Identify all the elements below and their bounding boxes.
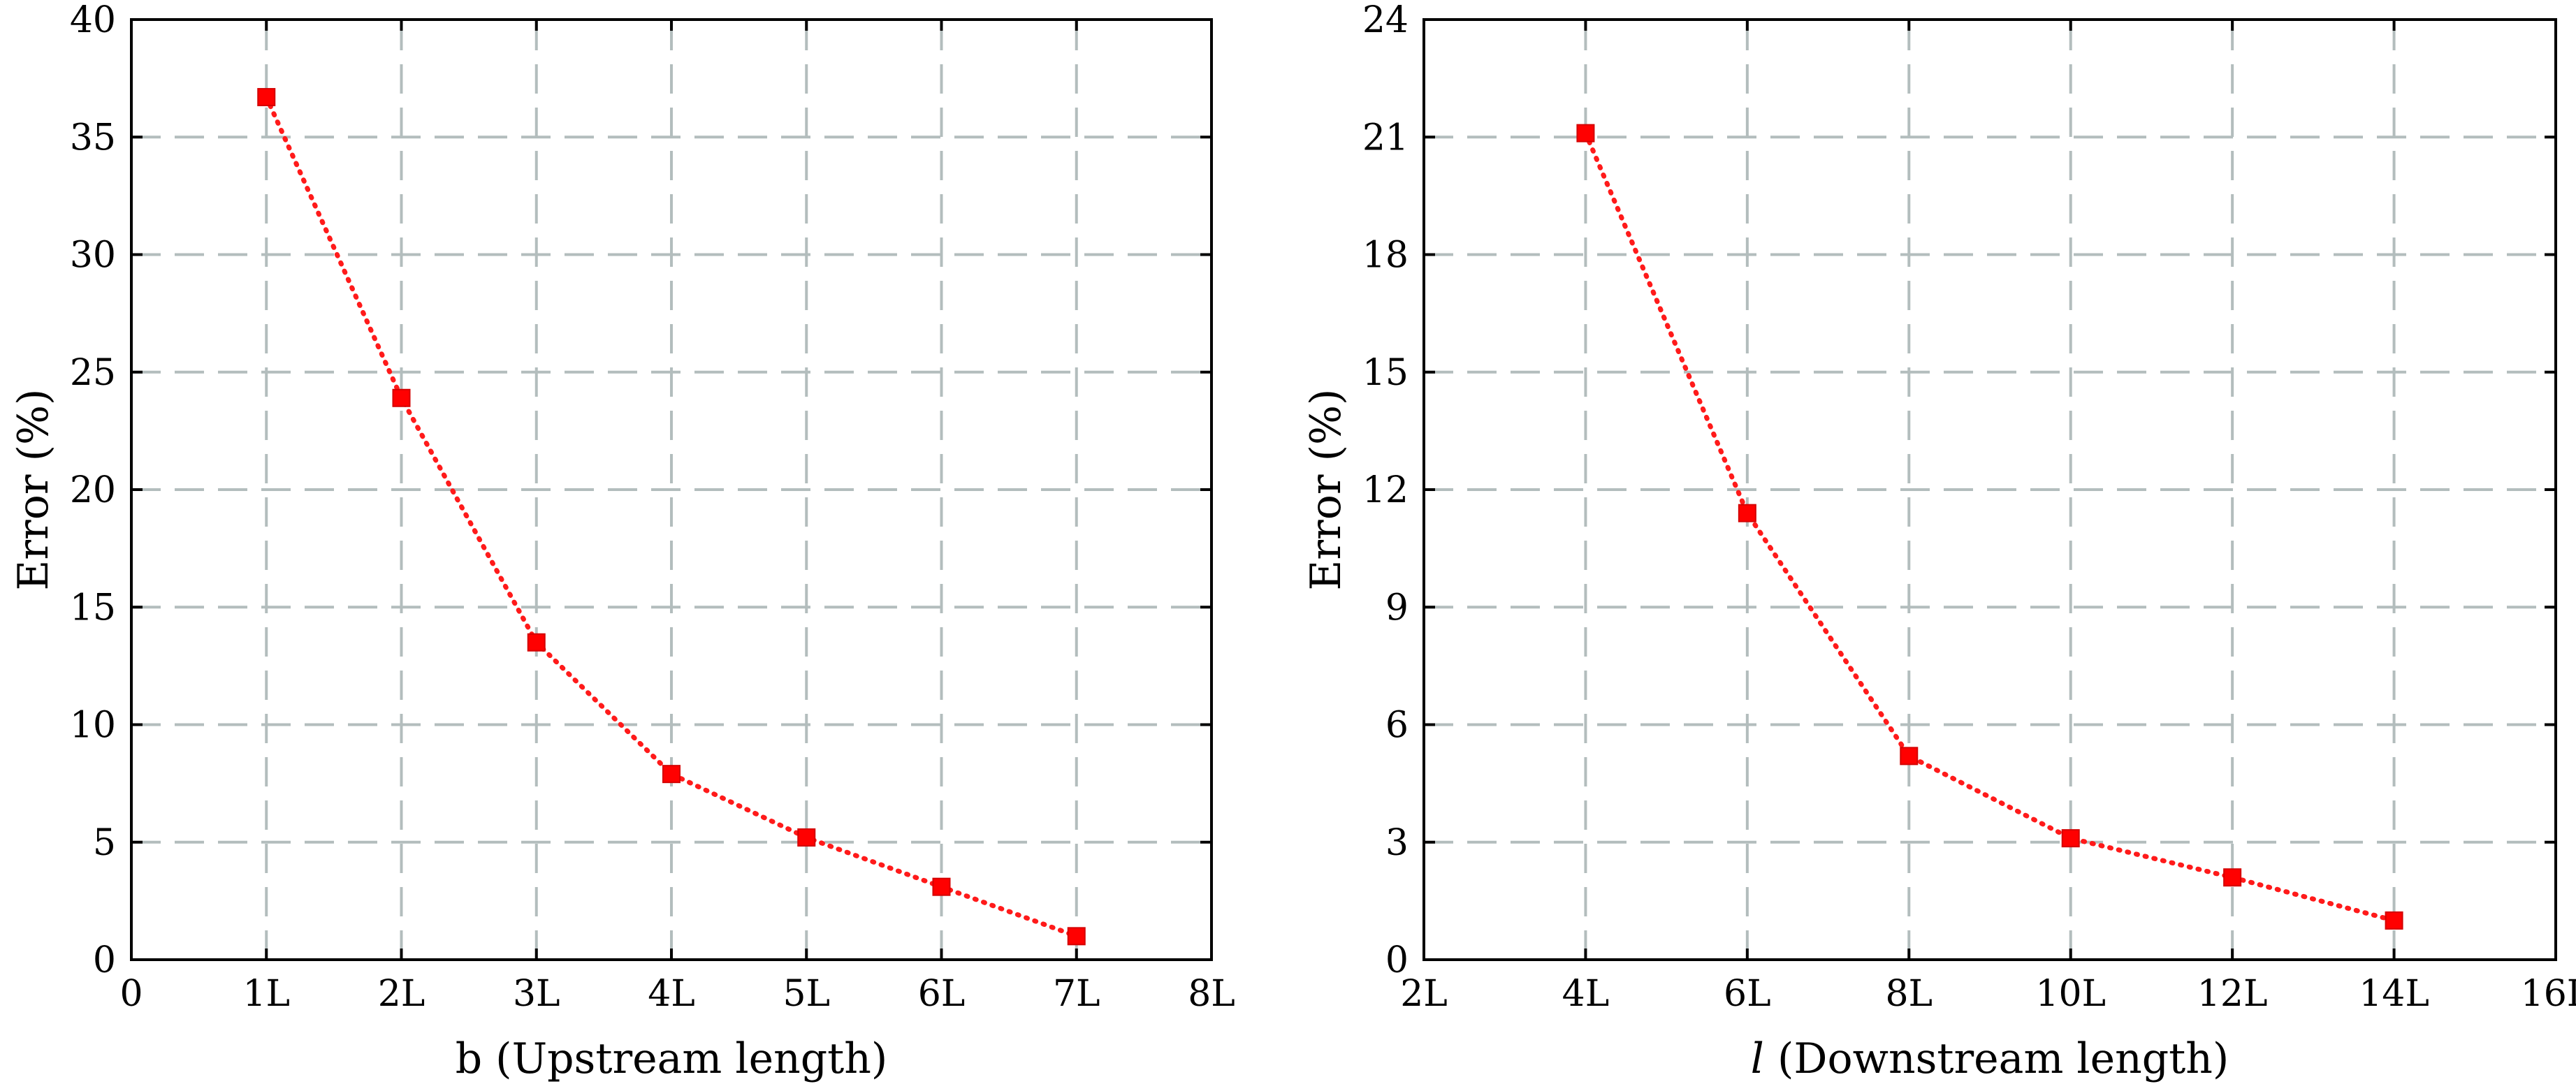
plot-frame-upstream — [130, 18, 1213, 961]
y-tick-label: 12 — [1362, 469, 1409, 511]
y-tick-label: 3 — [1385, 822, 1409, 864]
x-tick-label: 14L — [2359, 973, 2429, 1015]
x-tick-label: 2L — [1400, 973, 1448, 1015]
x-tick-label: 2L — [378, 973, 425, 1015]
data-point-marker — [1900, 747, 1919, 766]
data-point-marker — [527, 633, 546, 652]
y-tick-label: 24 — [1362, 0, 1409, 41]
chart-right-downstream: 2L 4L 6L 8L 10L 12L 14L 16L 0 3 6 9 12 15 18 21 24 l (Dow… — [1302, 0, 2576, 1083]
y-tick-label: 0 — [93, 939, 116, 981]
y-tick-label: 35 — [70, 117, 116, 159]
data-point-marker — [1738, 504, 1756, 522]
y-tick-labels-downstream: 0 3 6 9 12 15 18 21 24 — [1362, 0, 1409, 981]
grid-downstream — [1424, 20, 2556, 960]
x-tick-label: 8L — [1188, 973, 1235, 1015]
data-point-marker — [1576, 124, 1595, 142]
data-point-marker — [2223, 868, 2242, 887]
plot-frame-downstream — [1422, 18, 2557, 961]
chart-left-upstream: 0 1L 2L 3L 4L 5L 6L 7L 8L 0 5 10 15 20 25 30 35 40 b (Upst… — [9, 0, 1235, 1083]
y-tick-label: 25 — [70, 352, 116, 394]
x-tick-labels-downstream: 2L 4L 6L 8L 10L 12L 14L 16L — [1400, 973, 2576, 1015]
data-point-marker — [797, 828, 816, 847]
data-point-marker — [662, 765, 681, 784]
y-tick-label: 15 — [70, 587, 116, 629]
y-tick-label: 20 — [70, 469, 116, 511]
x-tick-label: 16L — [2521, 973, 2576, 1015]
x-tick-label: 6L — [918, 973, 966, 1015]
y-tick-label: 10 — [70, 705, 116, 747]
data-point-marker — [932, 877, 951, 896]
x-tick-label: 6L — [1724, 973, 1771, 1015]
x-tick-label: 10L — [2035, 973, 2106, 1015]
grid-upstream — [131, 20, 1211, 960]
x-tick-label: 1L — [242, 973, 290, 1015]
x-tick-label: 8L — [1885, 973, 1933, 1015]
y-tick-label: 40 — [70, 0, 116, 41]
x-tick-labels-upstream: 0 1L 2L 3L 4L 5L 6L 7L 8L — [119, 973, 1235, 1015]
x-tick-label: 4L — [1562, 973, 1610, 1015]
x-tick-label: 5L — [783, 973, 830, 1015]
x-tick-label: 4L — [648, 973, 695, 1015]
y-axis-label-upstream: Error (%) — [9, 389, 58, 591]
y-tick-label: 15 — [1362, 352, 1409, 394]
y-tick-label: 6 — [1385, 705, 1409, 747]
data-point-marker — [2061, 829, 2080, 848]
data-point-marker — [1067, 927, 1086, 946]
x-axis-label-rest: (Downstream length) — [1764, 1034, 2229, 1083]
x-axis-label-italic: l — [1751, 1034, 1764, 1083]
y-tick-label: 0 — [1385, 939, 1409, 981]
x-tick-label: 7L — [1053, 973, 1100, 1015]
x-axis-label-upstream: b (Upstream length) — [456, 1034, 888, 1083]
y-tick-label: 18 — [1362, 235, 1409, 277]
x-axis-label-downstream: l (Downstream length) — [1751, 1034, 2229, 1083]
data-point-marker — [2385, 911, 2403, 930]
x-tick-label: 0 — [119, 973, 143, 1015]
data-point-marker — [392, 388, 411, 407]
y-tick-labels-upstream: 0 5 10 15 20 25 30 35 40 — [70, 0, 116, 981]
y-tick-label: 30 — [70, 235, 116, 277]
series-downstream-0 — [1576, 124, 2403, 930]
y-tick-label: 9 — [1385, 587, 1409, 629]
y-tick-label: 5 — [93, 822, 116, 864]
y-axis-label-downstream: Error (%) — [1302, 389, 1351, 591]
series-upstream-0 — [257, 88, 1086, 946]
x-tick-label: 12L — [2197, 973, 2268, 1015]
x-tick-label: 3L — [513, 973, 560, 1015]
data-point-marker — [257, 88, 276, 107]
y-tick-label: 21 — [1362, 117, 1409, 159]
series-line — [1582, 131, 2397, 923]
